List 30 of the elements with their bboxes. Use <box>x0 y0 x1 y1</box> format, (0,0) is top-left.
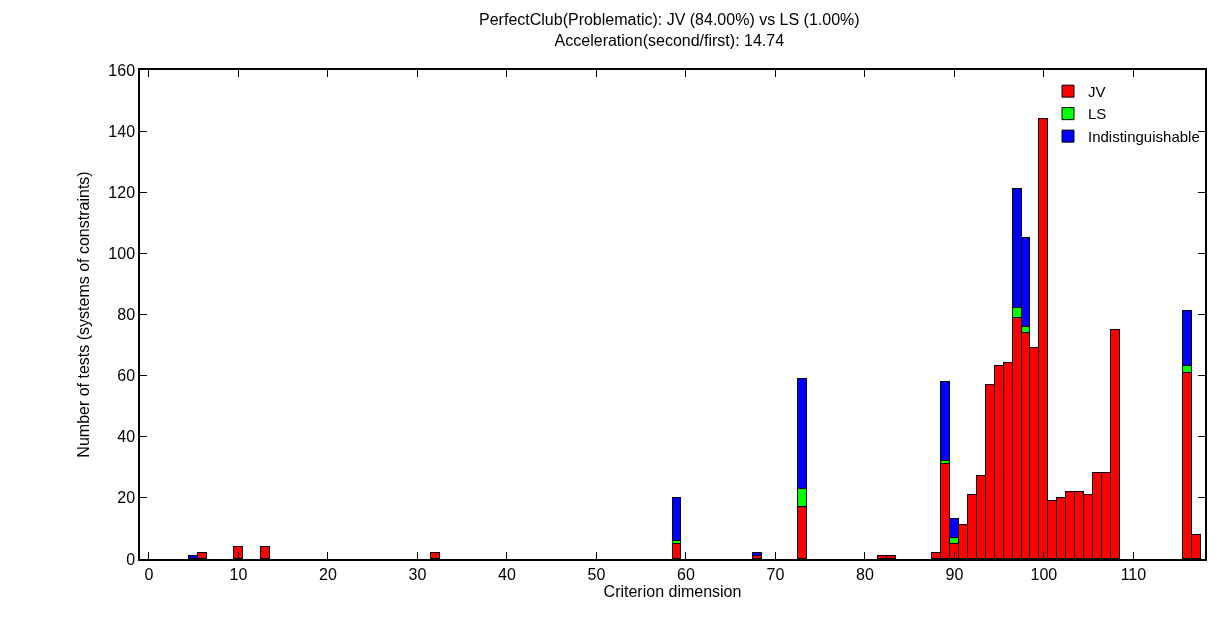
legend-label: JV <box>1088 82 1106 100</box>
x-tick-label: 80 <box>856 565 874 583</box>
bar <box>672 497 681 541</box>
x-axis-title: Criterion dimension <box>603 583 742 601</box>
y-tick-label: 120 <box>108 183 136 201</box>
x-tick-label: 20 <box>319 565 337 583</box>
x-tick-label: 60 <box>677 565 695 583</box>
y-tick-label: 80 <box>117 306 136 324</box>
x-tick-label: 40 <box>498 565 516 583</box>
y-tick-label: 100 <box>108 244 136 262</box>
y-axis-title: Number of tests (systems of constraints) <box>74 171 92 458</box>
y-tick-label: 60 <box>117 367 136 385</box>
bar <box>940 381 950 461</box>
y-tick-label: 20 <box>117 489 136 507</box>
chart-title: PerfectClub(Problematic): JV (84.00%) vs LS (1.00%) <box>479 10 860 28</box>
legend-label: Indistinguishable <box>1088 127 1200 145</box>
y-tick-label: 40 <box>117 428 136 446</box>
x-tick-label: 0 <box>144 565 154 583</box>
x-tick-label: 30 <box>408 565 427 583</box>
x-tick-label: 90 <box>945 565 964 583</box>
chart-subtitle: Acceleration(second/first): 14.74 <box>554 31 785 49</box>
y-tick-label: 0 <box>126 550 136 568</box>
x-tick-label: 50 <box>587 565 606 583</box>
legend-label: LS <box>1088 105 1107 123</box>
x-tick-label: 110 <box>1120 565 1147 583</box>
x-tick-label: 100 <box>1030 565 1058 583</box>
x-tick-label: 70 <box>766 565 785 583</box>
y-tick-label: 160 <box>108 61 136 79</box>
y-tick-label: 140 <box>108 122 136 140</box>
x-tick-label: 10 <box>229 565 248 583</box>
